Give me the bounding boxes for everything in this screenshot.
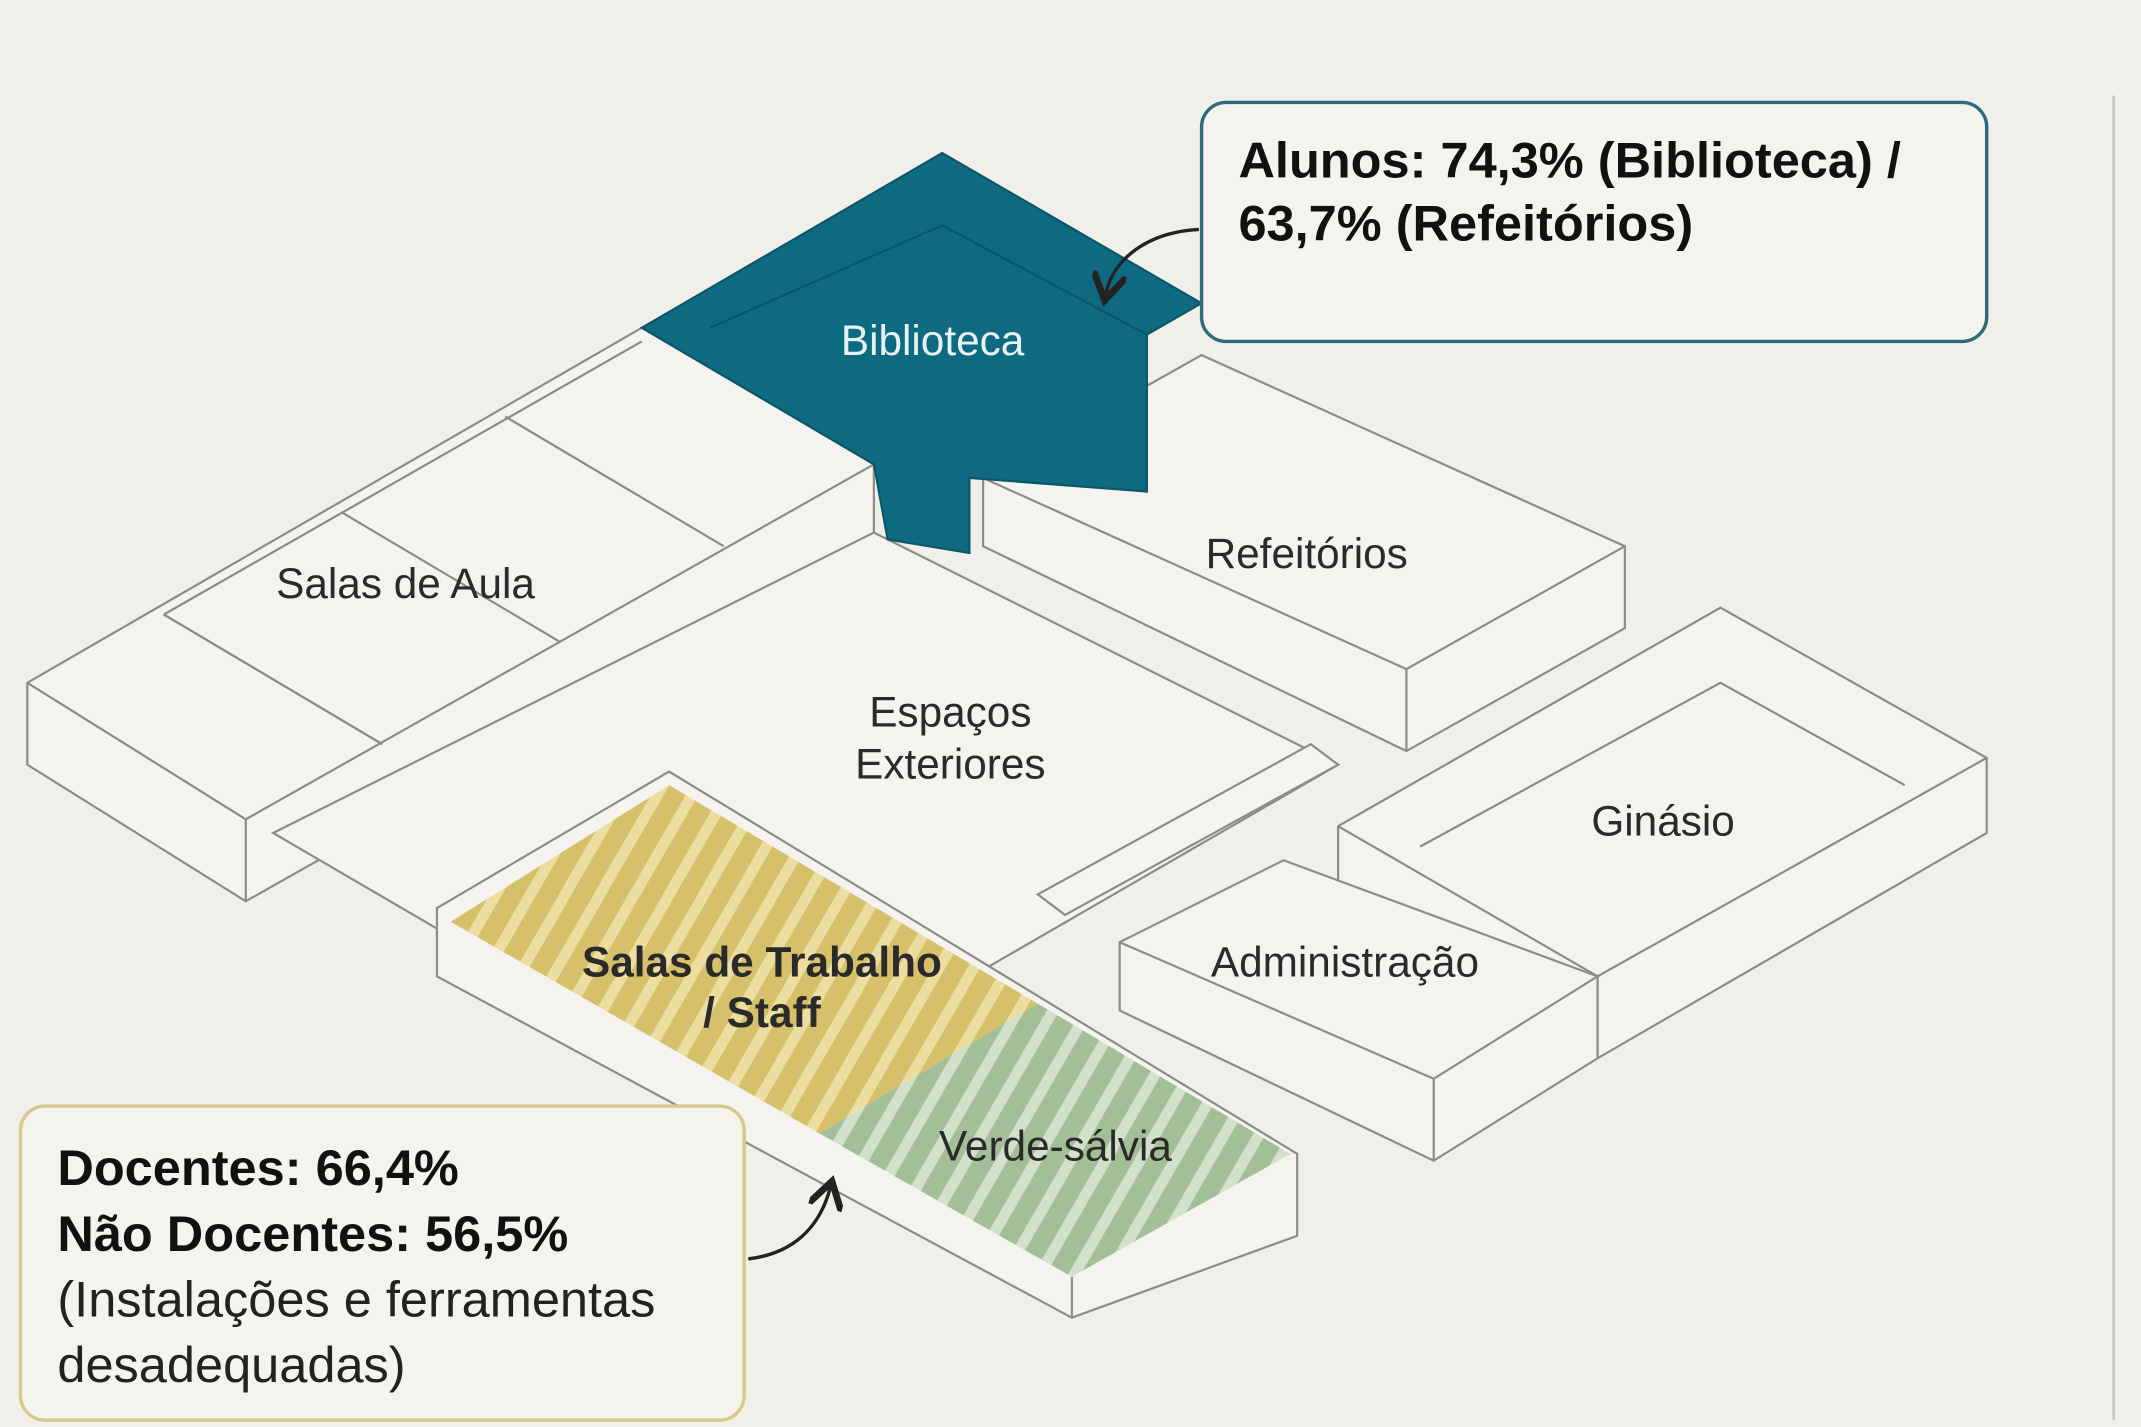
room-label: Salas de Aula [276, 560, 535, 607]
callout-text: Alunos: 74,3% (Biblioteca) / [1238, 132, 1900, 189]
arrow [1106, 227, 1199, 293]
staff-area [450, 785, 1038, 1134]
callout-text: Docentes: 66,4% [57, 1139, 459, 1196]
room-label: Ginásio [1591, 798, 1734, 845]
room-label: Refeitórios [1206, 530, 1408, 577]
room-label: Exteriores [855, 740, 1045, 787]
room-label: Salas de Trabalho [582, 938, 942, 985]
room-label: Espaços [869, 688, 1031, 735]
callout-text: desadequadas) [57, 1336, 405, 1393]
biblioteca-inner [709, 224, 1148, 336]
room-label: Administração [1211, 938, 1479, 985]
arrow [748, 1188, 830, 1261]
callout-box [1199, 100, 1989, 344]
verde-area [819, 1003, 1291, 1277]
biblioteca-area [639, 151, 1204, 555]
room-label: / Staff [703, 989, 821, 1036]
callout-text: 63,7% (Refeitórios) [1238, 194, 1693, 251]
room-label: Biblioteca [841, 317, 1025, 364]
callout-box [18, 1104, 746, 1422]
room-label: Verde-sálvia [939, 1123, 1172, 1170]
callout-text: Não Docentes: 56,5% [57, 1205, 568, 1262]
callout-text: (Instalações e ferramentas [57, 1270, 655, 1327]
